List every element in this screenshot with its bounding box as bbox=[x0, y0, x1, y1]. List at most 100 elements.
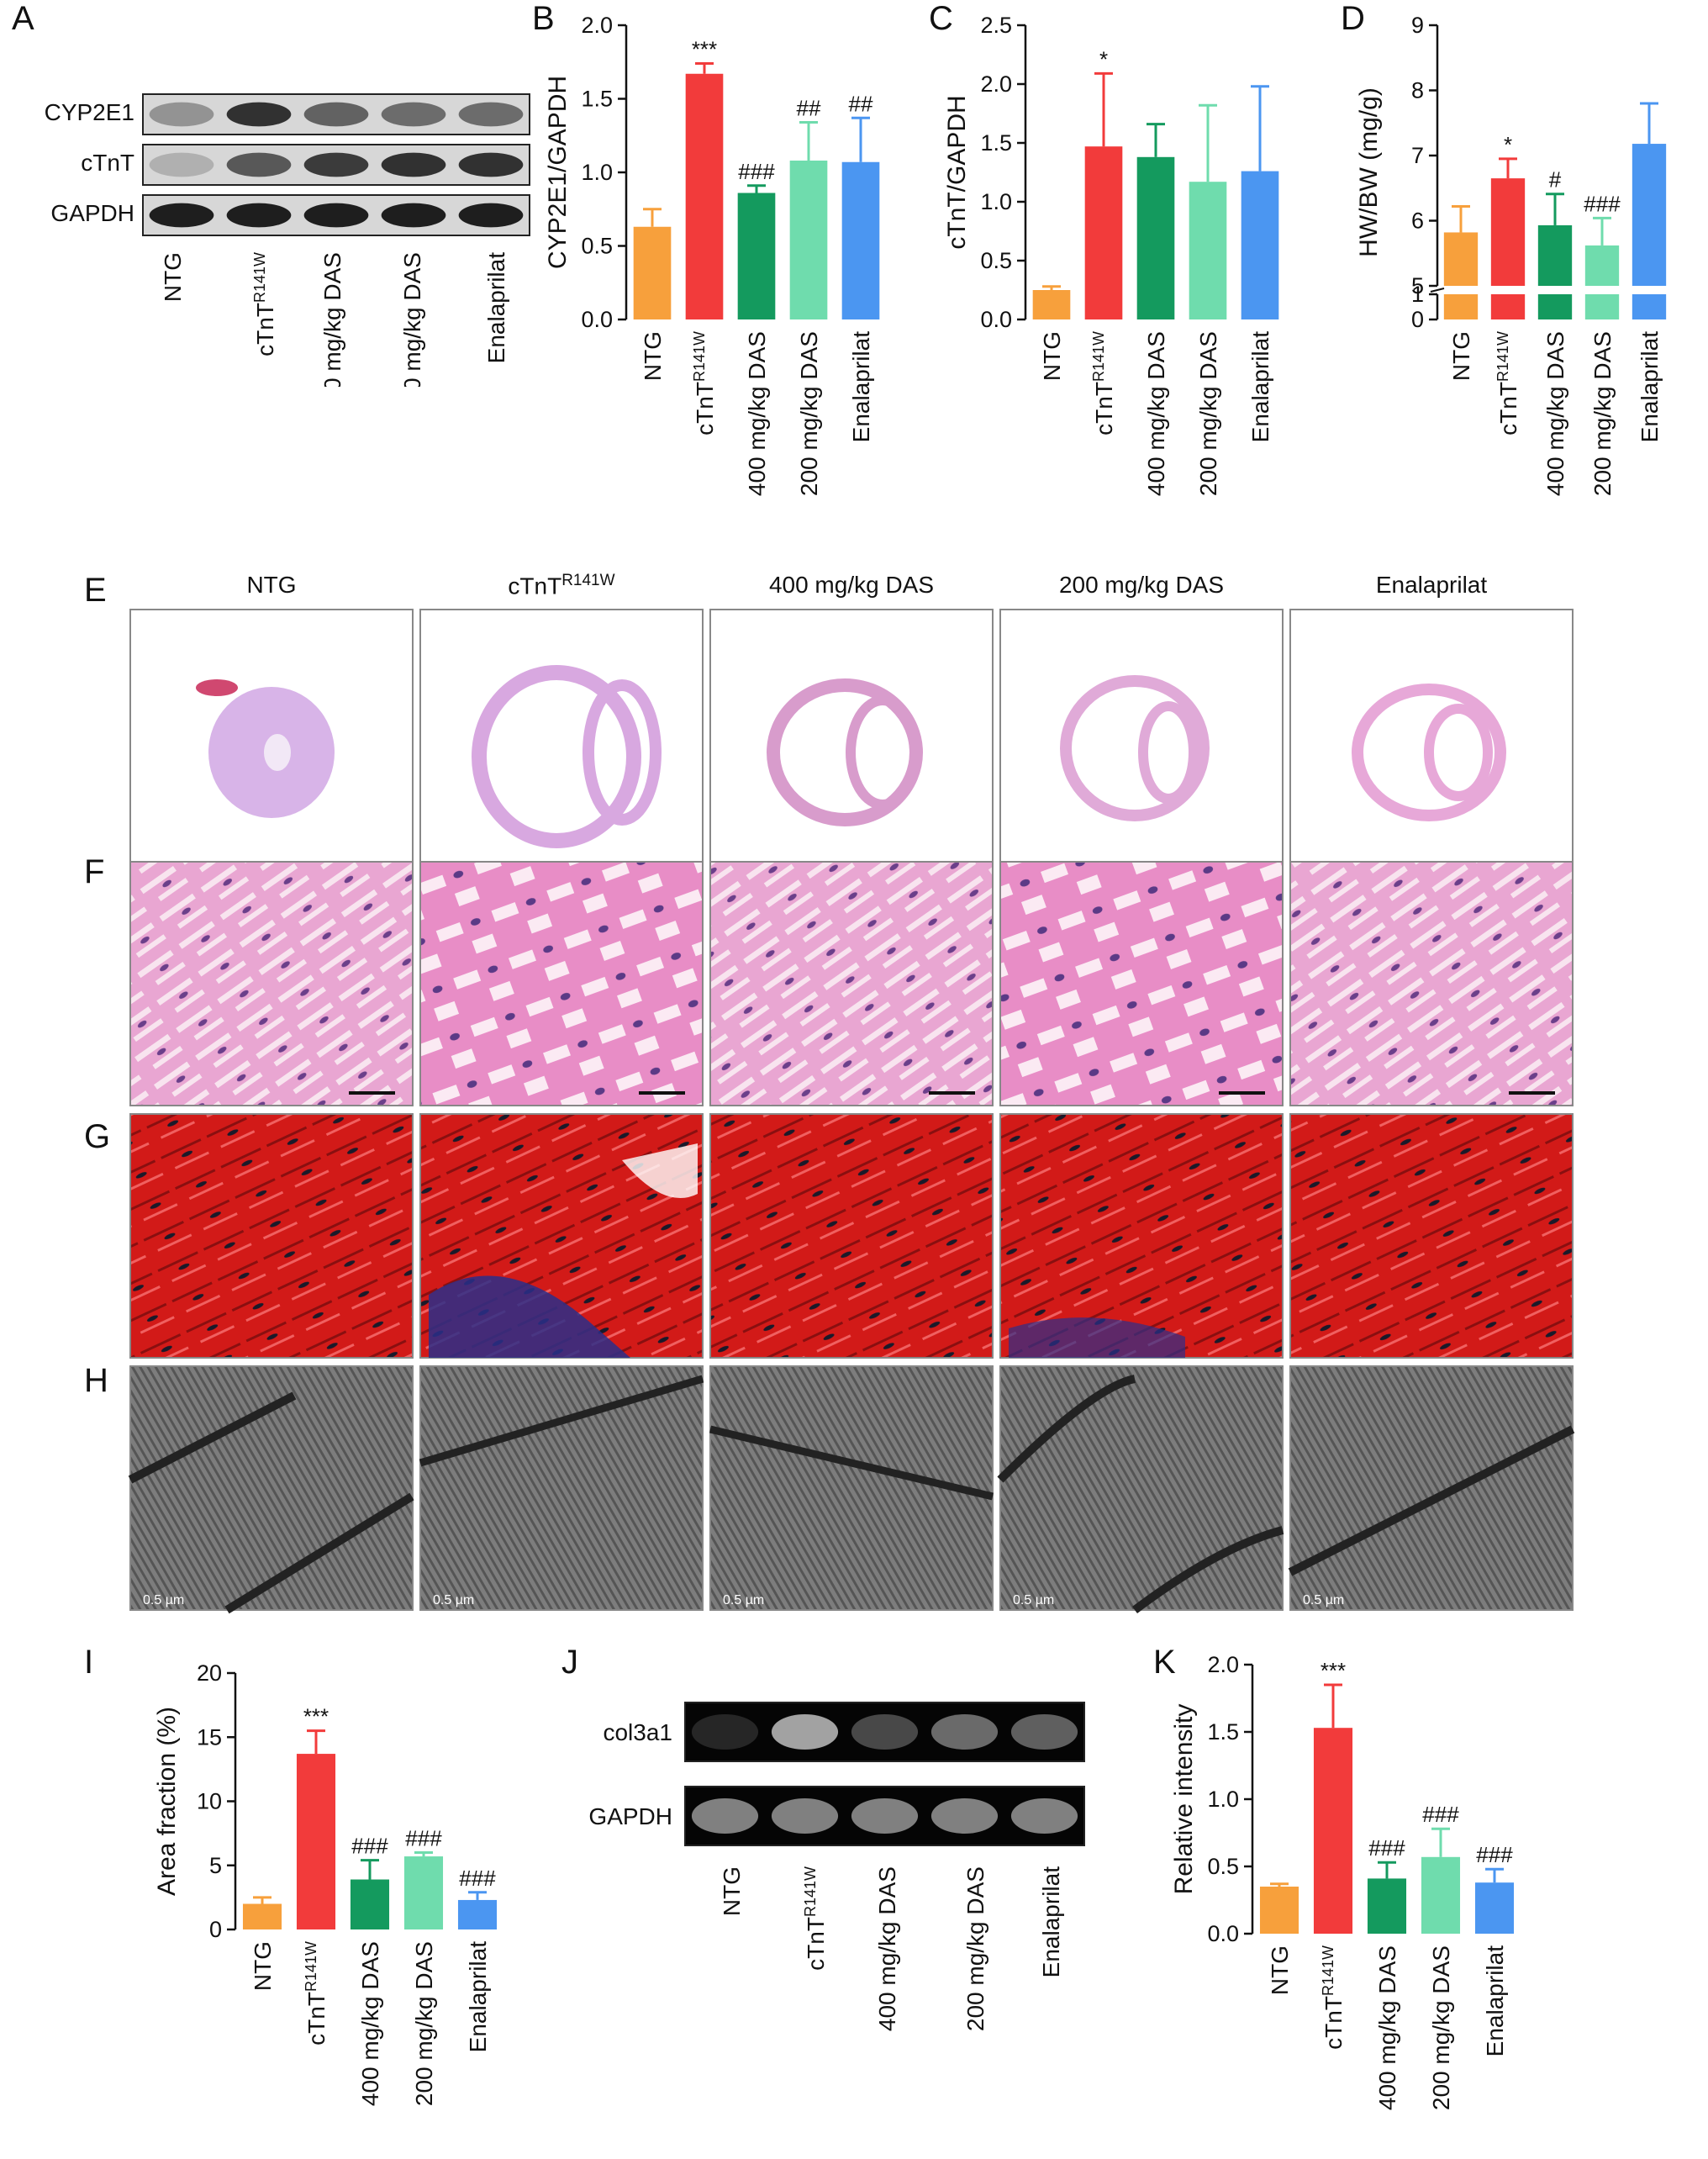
he-stain-image bbox=[999, 861, 1284, 1106]
blot-lane-label: Enalaprilat bbox=[483, 252, 509, 364]
y-tick-label: 1 bbox=[1411, 282, 1424, 307]
blot-lane-label: 400 mg/kg DAS bbox=[319, 252, 345, 387]
blot-band bbox=[851, 1714, 919, 1750]
blot-row-label: GAPDH bbox=[50, 200, 134, 226]
y-tick-label: 0.5 bbox=[980, 248, 1012, 273]
bar-chart-b: 0.0 0.5 1.0 1.5 2.0 CYP2E1/GAPDH NTG *** cTnTR14… bbox=[544, 13, 880, 496]
y-tick-label: 0.5 bbox=[1207, 1854, 1239, 1879]
electron-micrograph-image bbox=[999, 1365, 1284, 1611]
scale-text: 0.5 µm bbox=[433, 1593, 474, 1607]
y-tick-label: 2.0 bbox=[1207, 1652, 1239, 1677]
bar-chart-c: 0.0 0.5 1.0 1.5 2.0 2.5 cTnT/GAPDH NTG * cTnTR141… bbox=[943, 13, 1279, 496]
significance-label: ## bbox=[797, 96, 821, 121]
electron-micrograph-image bbox=[1289, 1365, 1574, 1611]
heart-outline-shape bbox=[1352, 684, 1506, 821]
blot-band bbox=[771, 1798, 839, 1834]
label-base: cTnT bbox=[1495, 382, 1521, 435]
atrium-shape bbox=[196, 679, 238, 696]
x-tick-label: cTnTR141W bbox=[1090, 331, 1117, 435]
bar bbox=[1537, 294, 1573, 319]
bar bbox=[1032, 290, 1071, 319]
blot-band bbox=[691, 1714, 759, 1750]
label-base: cTnT bbox=[1091, 382, 1117, 435]
masson-stain-image bbox=[999, 1113, 1284, 1359]
bar bbox=[1084, 146, 1123, 319]
bar bbox=[1443, 294, 1479, 319]
gel-lane-label: Enalaprilat bbox=[1038, 1866, 1064, 1978]
significance-label: ### bbox=[405, 1826, 442, 1851]
heart-lumen-shape bbox=[583, 679, 662, 826]
blot-band bbox=[851, 1798, 919, 1834]
bar bbox=[1632, 144, 1667, 286]
x-tick-label: NTG bbox=[1448, 331, 1474, 381]
blot-band bbox=[930, 1798, 999, 1834]
y-tick-label: 0.0 bbox=[1207, 1921, 1239, 1946]
y-tick-label: 9 bbox=[1411, 13, 1424, 38]
label-base: cTnT bbox=[252, 303, 278, 356]
significance-label: *** bbox=[1321, 1658, 1346, 1683]
significance-label: * bbox=[1504, 132, 1512, 157]
x-tick-label: 200 mg/kg DAS bbox=[1195, 331, 1221, 496]
x-tick-label: 400 mg/kg DAS bbox=[1143, 331, 1169, 496]
bar bbox=[685, 73, 724, 319]
label-base: cTnT bbox=[1321, 1996, 1347, 2050]
bar bbox=[1367, 1878, 1407, 1934]
blot-band bbox=[771, 1714, 839, 1750]
x-tick-label: NTG bbox=[1267, 1945, 1293, 1995]
label-sup: R141W bbox=[1320, 1945, 1336, 1996]
blot-band bbox=[381, 102, 446, 127]
bar-chart-d: 015 6 7 8 9 HW/BW (mg/g) NTG * cTnTR141W #400 mg/… bbox=[1355, 13, 1667, 496]
row-f-he-stain bbox=[129, 861, 1574, 1106]
y-tick-label: 1.0 bbox=[1207, 1787, 1239, 1812]
bar bbox=[1443, 232, 1479, 286]
z-line-shape bbox=[128, 1391, 414, 1614]
x-tick-label: Enalaprilat bbox=[1482, 1945, 1508, 2057]
he-stain-image bbox=[1289, 861, 1574, 1106]
x-tick-label: cTnTR141W bbox=[1494, 331, 1521, 435]
scale-text: 0.5 µm bbox=[1303, 1593, 1344, 1607]
blot-band bbox=[149, 203, 214, 228]
bar bbox=[1259, 1887, 1299, 1934]
heart-lumen-shape bbox=[1424, 704, 1493, 801]
significance-label: ### bbox=[1476, 1842, 1513, 1867]
blot-band bbox=[458, 152, 524, 177]
bar bbox=[1632, 294, 1667, 319]
panel-label-e: E bbox=[84, 572, 107, 609]
y-tick-label: 7 bbox=[1411, 143, 1424, 168]
x-tick-label: Enalaprilat bbox=[465, 1941, 491, 2053]
gel-row-label: col3a1 bbox=[603, 1719, 672, 1745]
z-line-shape bbox=[1288, 1425, 1575, 1576]
y-tick-label: 0 bbox=[209, 1917, 222, 1942]
bar bbox=[242, 1903, 282, 1929]
blot-band bbox=[149, 152, 214, 177]
heart-lumen-shape bbox=[264, 734, 291, 771]
bar bbox=[403, 1856, 444, 1929]
row-e-whole-heart bbox=[129, 609, 1574, 863]
masson-stain-image bbox=[1289, 1113, 1574, 1359]
blot-lane-label: cTnTR141W bbox=[251, 252, 278, 356]
heart-lumen-shape bbox=[1138, 701, 1199, 804]
panel-label-f: F bbox=[84, 853, 105, 890]
x-tick-label: 400 mg/kg DAS bbox=[1542, 331, 1568, 496]
bar bbox=[1537, 224, 1573, 286]
blot-lane-label: 200 mg/kg DAS bbox=[399, 252, 425, 387]
heart-outline-shape bbox=[1060, 675, 1210, 821]
y-tick-label: 1.0 bbox=[581, 160, 613, 185]
heart-outline-shape bbox=[472, 665, 641, 848]
label-sup: R141W bbox=[303, 1941, 319, 1992]
bar bbox=[1490, 178, 1526, 286]
significance-label: ### bbox=[738, 159, 775, 184]
bar bbox=[1584, 245, 1620, 286]
label-sup: R141W bbox=[1090, 331, 1107, 382]
y-axis-label: Area fraction (%) bbox=[153, 1707, 181, 1896]
blot-band bbox=[930, 1714, 999, 1750]
masson-stain-image bbox=[129, 1113, 414, 1359]
blot-row-label: CYP2E1 bbox=[45, 99, 134, 125]
y-tick-label: 20 bbox=[197, 1660, 222, 1686]
significance-label: *** bbox=[303, 1704, 329, 1729]
blot-band bbox=[226, 102, 292, 127]
electron-micrograph-image bbox=[419, 1365, 704, 1611]
y-axis-label: CYP2E1/GAPDH bbox=[544, 76, 572, 269]
y-tick-label: 0.0 bbox=[980, 307, 1012, 332]
fibrosis-region-shape bbox=[429, 1275, 630, 1358]
